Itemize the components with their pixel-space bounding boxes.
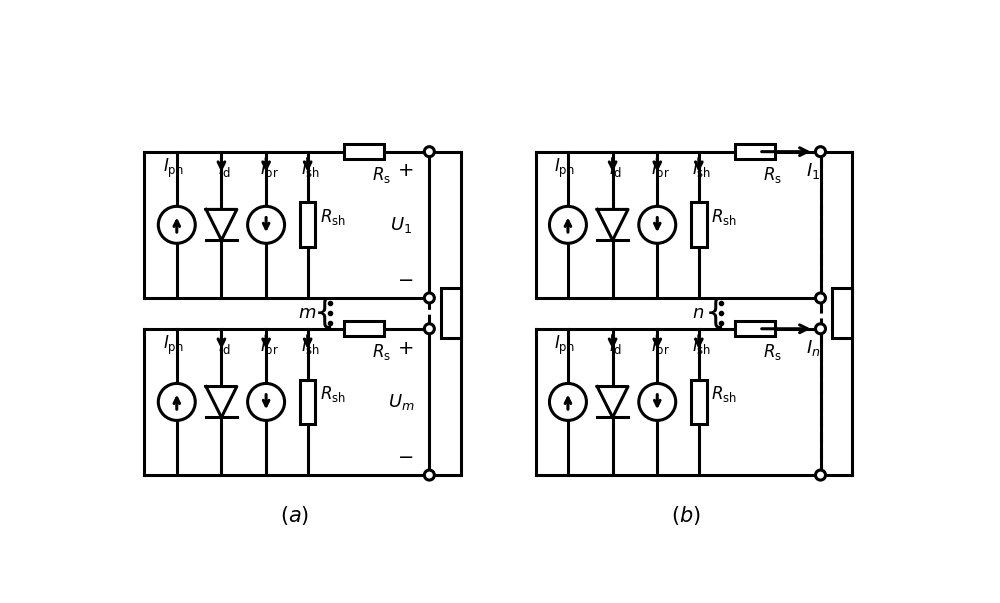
Text: $I_{\mathrm{br}}$: $I_{\mathrm{br}}$ [260,336,279,356]
Text: $I_{\mathrm{d}}$: $I_{\mathrm{d}}$ [218,336,231,356]
Text: $R_{\mathrm{s}}$: $R_{\mathrm{s}}$ [372,165,391,185]
Circle shape [815,470,826,480]
Polygon shape [206,387,237,417]
Circle shape [815,293,826,303]
Bar [691,380,707,425]
Text: $\{$: $\{$ [313,296,332,331]
Bar [735,144,775,159]
Text: $I_{\mathrm{sh}}$: $I_{\mathrm{sh}}$ [301,336,320,356]
Text: $I_{\mathrm{d}}$: $I_{\mathrm{d}}$ [218,159,231,178]
Circle shape [158,384,195,420]
Text: $(b)$: $(b)$ [671,504,701,526]
Text: $I_{\mathrm{ph}}$: $I_{\mathrm{ph}}$ [163,157,183,180]
Text: $U_{1}$: $U_{1}$ [390,215,412,235]
Circle shape [424,293,434,303]
Circle shape [815,324,826,334]
Polygon shape [206,209,237,240]
Text: $R_{\mathrm{sh}}$: $R_{\mathrm{sh}}$ [320,207,346,227]
Text: $I_n$: $I_n$ [806,338,821,358]
Text: $I_{\mathrm{br}}$: $I_{\mathrm{br}}$ [651,336,670,356]
Circle shape [248,384,285,420]
Text: $I_{\mathrm{ph}}$: $I_{\mathrm{ph}}$ [554,334,574,358]
Text: $I_{\mathrm{d}}$: $I_{\mathrm{d}}$ [609,159,622,178]
Circle shape [639,206,676,243]
Bar [735,321,775,336]
Text: $R_{\mathrm{s}}$: $R_{\mathrm{s}}$ [372,342,391,362]
Text: $+$: $+$ [397,162,413,180]
Circle shape [549,206,586,243]
Text: $I_{\mathrm{ph}}$: $I_{\mathrm{ph}}$ [554,157,574,180]
Circle shape [248,206,285,243]
Bar [691,203,707,247]
Circle shape [424,147,434,157]
Circle shape [158,206,195,243]
Circle shape [815,147,826,157]
Bar [300,380,315,425]
Text: $I_{\mathrm{d}}$: $I_{\mathrm{d}}$ [609,336,622,356]
Text: $I_{\mathrm{sh}}$: $I_{\mathrm{sh}}$ [692,159,712,178]
Circle shape [424,470,434,480]
Text: $-$: $-$ [397,446,413,466]
Bar [300,203,315,247]
Bar [344,321,384,336]
Text: $R_{\mathrm{sh}}$: $R_{\mathrm{sh}}$ [320,384,346,404]
Bar [344,144,384,159]
Text: $R_{\mathrm{s}}$: $R_{\mathrm{s}}$ [763,165,782,185]
Text: $(a)$: $(a)$ [280,504,309,526]
Text: $I_{\mathrm{br}}$: $I_{\mathrm{br}}$ [260,159,279,178]
Bar [832,288,852,338]
Text: $R_{\mathrm{sh}}$: $R_{\mathrm{sh}}$ [711,207,737,227]
Text: $U_{m}$: $U_{m}$ [388,392,414,412]
Text: $\{$: $\{$ [704,296,723,331]
Polygon shape [597,387,628,417]
Text: $I_{\mathrm{sh}}$: $I_{\mathrm{sh}}$ [692,336,712,356]
Circle shape [639,384,676,420]
Text: $R_{\mathrm{sh}}$: $R_{\mathrm{sh}}$ [711,384,737,404]
Text: $m$: $m$ [298,305,316,323]
Text: $I_{\mathrm{sh}}$: $I_{\mathrm{sh}}$ [301,159,320,178]
Polygon shape [597,209,628,240]
Text: $I_1$: $I_1$ [806,161,821,181]
Text: $n$: $n$ [692,305,704,323]
Text: $I_{\mathrm{br}}$: $I_{\mathrm{br}}$ [651,159,670,178]
Bar [441,288,461,338]
Text: $R_{\mathrm{s}}$: $R_{\mathrm{s}}$ [763,342,782,362]
Text: $I_{\mathrm{ph}}$: $I_{\mathrm{ph}}$ [163,334,183,358]
Circle shape [549,384,586,420]
Circle shape [424,324,434,334]
Text: $-$: $-$ [397,269,413,288]
Text: $+$: $+$ [397,338,413,358]
